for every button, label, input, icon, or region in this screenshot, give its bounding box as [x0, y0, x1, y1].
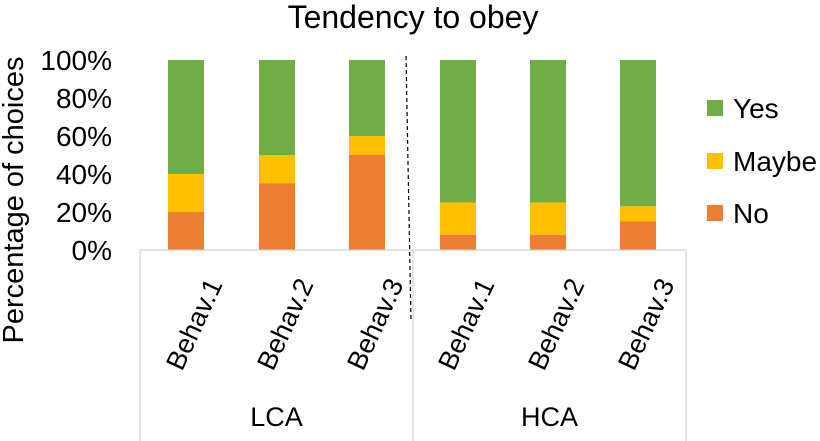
category-label: Behav.1 [432, 274, 500, 375]
category-labels: Behav.1 Behav.2 Behav.3 Behav.1 Behav.2 Behav… [160, 274, 680, 375]
bar-segment-maybe [620, 206, 656, 222]
group-label-hca: HCA [521, 402, 578, 432]
y-tick-label: 40% [56, 159, 112, 190]
chart-title: Tendency to obey [288, 0, 539, 35]
category-label: Behav.2 [251, 274, 319, 375]
bar-segment-no [168, 212, 204, 250]
bar-segment-no [349, 155, 385, 250]
legend-label-yes: Yes [733, 93, 779, 124]
category-label: Behav.3 [341, 274, 409, 375]
bar-segment-yes [259, 60, 295, 155]
y-tick-label: 80% [56, 83, 112, 114]
category-label: Behav.2 [522, 274, 590, 375]
legend-swatch-yes [707, 100, 723, 116]
group-label-lca: LCA [250, 402, 303, 432]
bars [168, 60, 656, 250]
bar-segment-no [259, 183, 295, 250]
group-separator-dashed-line [405, 55, 412, 323]
bar-segment-yes [440, 60, 476, 203]
bar-segment-no [530, 234, 566, 250]
group-labels: LCA HCA [250, 402, 578, 432]
y-axis-label: Percentage of choices [0, 57, 30, 344]
y-tick-label: 60% [56, 121, 112, 152]
bar-segment-maybe [168, 174, 204, 212]
bar-segment-maybe [259, 155, 295, 184]
category-axis-frame [139, 55, 687, 441]
legend-label-no: No [733, 198, 769, 229]
legend: Yes Maybe No [707, 93, 817, 229]
y-tick-label: 20% [56, 197, 112, 228]
bar-segment-yes [620, 60, 656, 207]
bar-segment-yes [530, 60, 566, 203]
y-tick-label: 100% [40, 45, 112, 76]
category-label: Behav.3 [612, 274, 680, 375]
y-axis-ticks: 0% 20% 40% 60% 80% 100% [40, 45, 112, 266]
legend-swatch-no [707, 205, 723, 221]
bar-segment-maybe [440, 202, 476, 235]
bar-segment-maybe [530, 202, 566, 235]
bar-segment-no [440, 234, 476, 250]
legend-label-maybe: Maybe [733, 146, 817, 177]
legend-swatch-maybe [707, 153, 723, 169]
bar-segment-yes [168, 60, 204, 174]
category-label: Behav.1 [160, 274, 228, 375]
bar-segment-yes [349, 60, 385, 136]
bar-segment-maybe [349, 136, 385, 155]
bar-segment-no [620, 221, 656, 250]
y-tick-label: 0% [72, 235, 112, 266]
